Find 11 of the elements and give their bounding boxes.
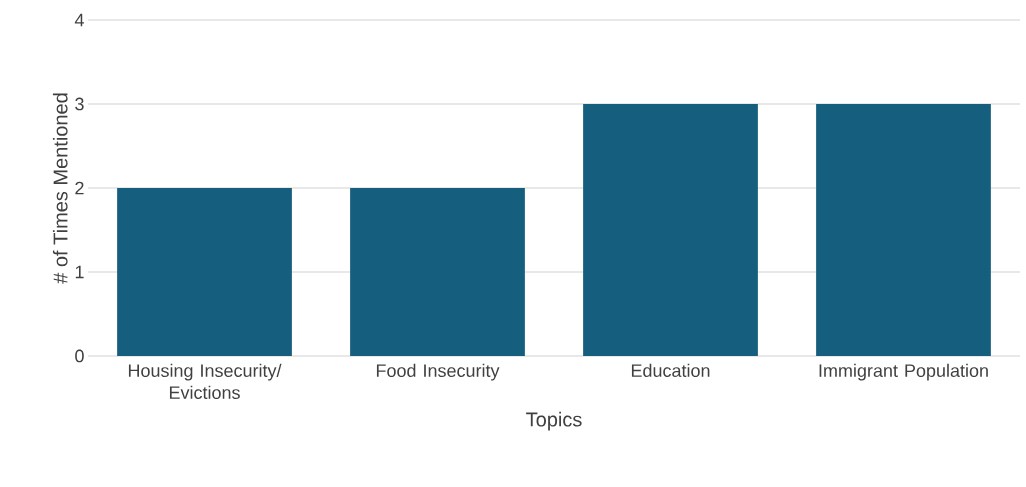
y-axis-title: # of Times Mentioned — [52, 93, 68, 284]
y-tick-label: 3 — [75, 97, 84, 111]
x-axis-title: Topics — [526, 411, 582, 431]
x-tick-label: Education — [631, 363, 710, 377]
x-tick-label: Immigrant Population — [819, 363, 988, 381]
y-tick-label: 1 — [75, 265, 84, 279]
y-tick-label: 0 — [75, 349, 84, 363]
y-tick-label: 4 — [74, 13, 84, 27]
y-tick-label: 2 — [75, 181, 84, 195]
x-tick-label: Housing Insecurity/ Evictions — [128, 363, 282, 399]
x-tick-label: Food Insecurity — [376, 363, 500, 381]
